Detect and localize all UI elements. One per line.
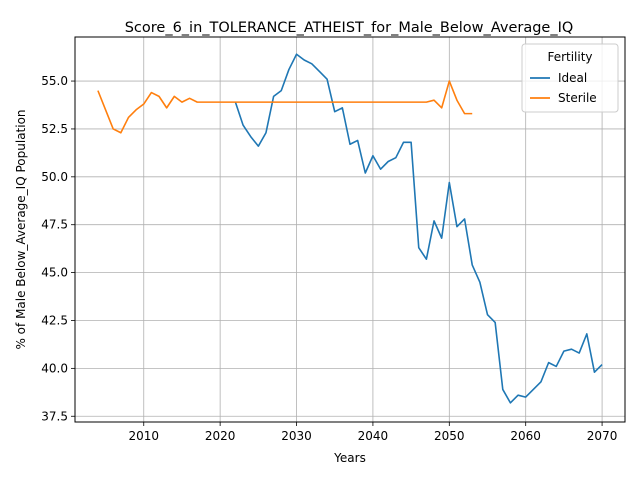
legend-label-ideal: Ideal: [558, 71, 587, 85]
x-tick-label: 2040: [358, 429, 389, 443]
x-tick-label: 2050: [434, 429, 465, 443]
series-layer: [97, 53, 603, 404]
y-tick-label: 45.0: [41, 266, 68, 280]
chart-title: Score_6_in_TOLERANCE_ATHEIST_for_Male_Be…: [125, 20, 574, 36]
x-tick-label: 2010: [128, 429, 159, 443]
legend-box: [521, 43, 619, 113]
x-axis: 2010 2020 2030 2040 2050 2060 2070: [128, 422, 617, 443]
y-tick-label: 52.5: [41, 122, 68, 136]
x-tick-label: 2030: [281, 429, 312, 443]
y-tick-label: 40.0: [41, 361, 68, 375]
plot-area-frame: [74, 36, 626, 423]
series-line-sterile: [97, 80, 473, 134]
x-tick-label: 2070: [587, 429, 618, 443]
y-axis: 37.5 40.0 42.5 45.0 47.5 50.0 52.5 55.0: [41, 74, 75, 423]
x-tick-label: 2060: [510, 429, 541, 443]
y-tick-label: 42.5: [41, 313, 68, 327]
y-axis-label: % of Male Below_Average_IQ Population: [14, 109, 28, 349]
legend-label-sterile: Sterile: [558, 91, 597, 105]
legend: Fertility Ideal Sterile: [521, 43, 619, 113]
y-tick-label: 50.0: [41, 170, 68, 184]
x-axis-label: Years: [333, 451, 366, 465]
x-tick-label: 2020: [205, 429, 236, 443]
legend-title: Fertility: [547, 50, 592, 64]
y-tick-label: 37.5: [41, 409, 68, 423]
y-tick-label: 55.0: [41, 74, 68, 88]
y-tick-label: 47.5: [41, 218, 68, 232]
series-line-ideal: [234, 53, 603, 404]
